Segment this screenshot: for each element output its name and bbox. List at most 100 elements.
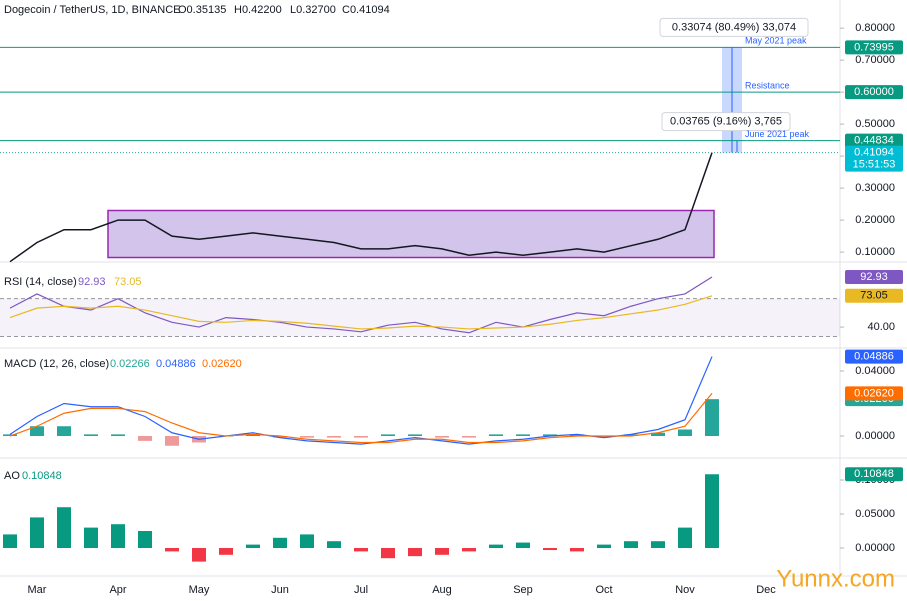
close: C0.41094 [342,4,390,16]
histogram-bar [624,541,638,549]
legend-value: 73.05 [114,276,142,288]
histogram-bar [705,474,719,549]
x-tick-label: Jun [271,584,289,596]
y-tick-label: 0.10000 [855,246,895,258]
histogram-bar [84,527,98,549]
series-line [9,276,713,334]
histogram-bar [516,434,530,437]
x-tick-label: Sep [513,584,533,596]
price-tag-label: 73.05 [860,290,888,302]
price-tag-label: 0.02620 [854,387,894,399]
x-tick-label: Dec [756,584,776,596]
x-tick-label: May [189,584,210,596]
x-tick-label: Jul [354,584,368,596]
price-tag-label: 0.10848 [854,468,894,480]
rsi-band [0,298,840,337]
price-tag [845,288,903,303]
histogram-bar [597,544,611,549]
series-line [9,295,713,330]
price-tag [845,349,903,364]
x-tick-label: Apr [109,584,126,596]
measure-label-box [659,17,809,37]
histogram-bar [30,426,44,437]
histogram-bar [3,434,17,437]
histogram-bar [273,436,287,438]
histogram-bar [300,534,314,549]
histogram-bar [111,434,125,437]
countdown: 15:51:53 [853,159,896,171]
price-line [9,152,713,263]
histogram-bar [273,537,287,549]
symbol: Dogecoin / TetherUS, 1D, BINANCE [4,4,180,16]
indicator-title: AO [4,470,20,482]
price-tag [845,386,903,401]
x-tick-label: Nov [675,584,695,596]
histogram-bar [489,544,503,549]
histogram-bar [705,399,719,437]
histogram-bar [300,436,314,438]
histogram-bar [489,434,503,437]
histogram-bar [30,517,44,549]
histogram-bar [543,434,557,437]
price-tag [845,40,903,55]
price-tag [845,145,903,172]
y-tick-label: 0.30000 [855,182,895,194]
histogram-bar [57,507,71,549]
header: Dogecoin / TetherUS, 1D, BINANCE O0.3513… [4,4,390,16]
y-tick-label: 0.00000 [855,430,895,442]
range-box [107,209,715,259]
histogram-bar [138,531,152,549]
price-tag-label: 92.93 [860,271,888,283]
histogram-bar [651,432,665,437]
histogram-bar [516,542,530,549]
legend-value: 0.02620 [202,358,242,370]
histogram-bar [570,434,584,437]
legend-value: 0.10848 [22,470,62,482]
histogram-bar [165,436,179,446]
measure-label-box [661,112,791,132]
x-tick-label: Aug [432,584,452,596]
histogram-bar [165,548,179,552]
indicator-title: MACD (12, 26, close) [4,358,109,370]
y-tick-label: 0.50000 [855,118,895,130]
histogram-bar [678,527,692,549]
histogram-bar [435,436,449,438]
x-tick-label: Oct [595,584,612,596]
y-tick-label: 0.05000 [855,508,895,520]
legend-value: 0.04886 [156,358,196,370]
histogram-bar [408,548,422,557]
y-tick-label: 0.80000 [855,22,895,34]
price-tag-label: 0.73995 [854,41,894,53]
measure-label: 0.03765 (9.16%) 3,765 [670,116,782,128]
measure-label: 0.33074 (80.49%) 33,074 [672,21,796,33]
histogram-bar [381,434,395,437]
histogram-bar [192,548,206,562]
price-tag-label: 0.60000 [854,86,894,98]
price-tag [845,85,903,100]
histogram-bar [624,434,638,437]
histogram-bar [246,544,260,549]
indicator-title: RSI (14, close) [4,276,77,288]
histogram-bar [57,426,71,437]
y-tick-label: 0.70000 [855,54,895,66]
histogram-bar [327,541,341,549]
histogram-bar [84,434,98,437]
watermark: Yunnx.com [776,565,895,592]
histogram-bar [570,548,584,552]
y-tick-label: 40.00 [867,321,895,333]
open: O0.35135 [178,4,226,16]
histogram-bar [678,429,692,437]
histogram-bar [3,534,17,549]
histogram-bar [543,548,557,551]
low: L0.32700 [290,4,336,16]
histogram-bar [597,436,611,438]
y-tick-label: 0.04000 [855,365,895,377]
price-tag [845,467,903,482]
price-tag-label: 0.04886 [854,350,894,362]
y-tick-label: 0.20000 [855,214,895,226]
histogram-bar [327,436,341,438]
level-note: May 2021 peak [745,36,807,46]
x-tick-label: Mar [28,584,47,596]
